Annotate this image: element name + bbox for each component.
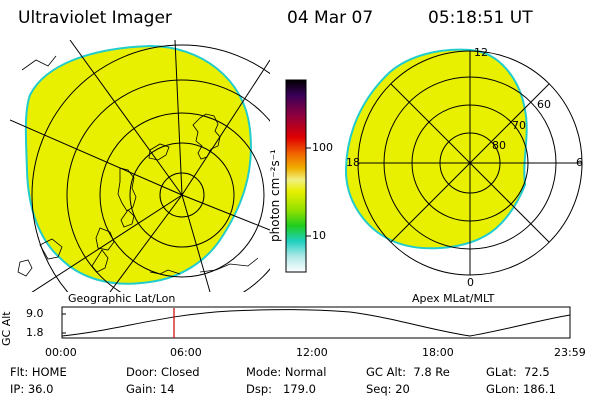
orbit-x-tick-1800: 18:00	[422, 346, 454, 359]
orbit-x-tick-0600: 06:00	[170, 346, 202, 359]
orbit-y-tick-min: 1.8	[26, 326, 44, 339]
observation-time: 05:18:51 UT	[428, 8, 533, 28]
footer-dsp: Dsp: 179.0	[246, 382, 316, 396]
orbit-y-tick-max: 9.0	[26, 307, 44, 320]
left-map-caption: Geographic Lat/Lon	[68, 292, 176, 305]
right-map-caption: Apex MLat/MLT	[412, 292, 495, 305]
footer-ip: IP: 36.0	[10, 382, 54, 396]
colorbar-tick-100: 100	[312, 141, 333, 154]
footer-gc-alt: GC Alt: 7.8 Re	[366, 365, 450, 379]
footer-gain: Gain: 14	[126, 382, 175, 396]
mlat-label-60: 60	[537, 98, 551, 111]
mlt-label-12: 12	[474, 46, 488, 59]
mlt-label-18: 18	[346, 156, 360, 169]
mlt-label-6: 6	[576, 156, 583, 169]
footer-seq: Seq: 20	[366, 382, 410, 396]
orbit-x-tick-1200: 12:00	[296, 346, 328, 359]
mlat-label-80: 80	[492, 139, 506, 152]
mlt-label-0: 0	[467, 276, 474, 289]
aurora-image-left	[24, 44, 252, 285]
orbit-x-tick-2359: 23:59	[554, 346, 586, 359]
mlat-label-70: 70	[512, 119, 526, 132]
instrument-title: Ultraviolet Imager	[18, 8, 172, 28]
footer-glon: GLon: 186.1	[486, 382, 556, 396]
footer-mode: Mode: Normal	[246, 365, 327, 379]
colorbar-tick-10: 10	[312, 229, 326, 242]
orbit-x-tick-0000: 00:00	[45, 346, 77, 359]
observation-date: 04 Mar 07	[287, 8, 374, 28]
footer-glat: GLat: 72.5	[486, 365, 550, 379]
footer-door: Door: Closed	[126, 365, 200, 379]
footer-flight: Flt: HOME	[10, 365, 67, 379]
